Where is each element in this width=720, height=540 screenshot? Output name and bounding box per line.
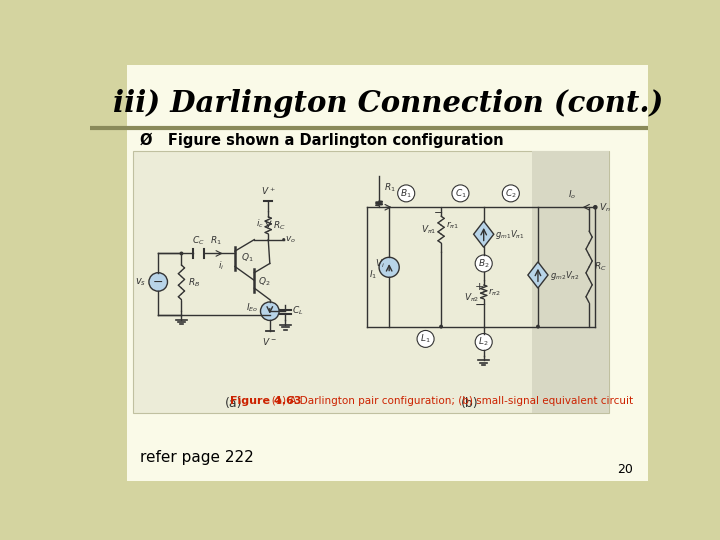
Text: $Q_2$: $Q_2$ <box>258 276 271 288</box>
Circle shape <box>452 185 469 202</box>
Text: iii) Darlington Connection (cont.): iii) Darlington Connection (cont.) <box>113 89 664 118</box>
Text: $Q_1$: $Q_1$ <box>241 251 253 264</box>
Text: $v_o$: $v_o$ <box>285 234 296 245</box>
Circle shape <box>282 238 285 241</box>
Text: $C_L$: $C_L$ <box>292 305 303 318</box>
Text: $R_1$: $R_1$ <box>384 182 395 194</box>
Text: $B_1$: $B_1$ <box>400 187 412 200</box>
Text: $I_o$: $I_o$ <box>567 188 576 201</box>
Circle shape <box>179 252 184 255</box>
Text: refer page 222: refer page 222 <box>140 450 254 465</box>
Circle shape <box>536 325 540 328</box>
Text: $V_{\pi1}$: $V_{\pi1}$ <box>421 224 436 236</box>
Circle shape <box>149 273 168 291</box>
Polygon shape <box>474 221 494 247</box>
Bar <box>90 65 127 481</box>
Text: $g_{m2}V_{\pi2}$: $g_{m2}V_{\pi2}$ <box>549 268 579 281</box>
Circle shape <box>379 257 399 278</box>
Circle shape <box>261 302 279 320</box>
Text: (a): (a) <box>225 397 242 410</box>
Circle shape <box>475 334 492 350</box>
Text: $R_1$: $R_1$ <box>210 235 222 247</box>
Text: +: + <box>475 281 485 292</box>
Text: $V_{\pi2}$: $V_{\pi2}$ <box>464 291 480 303</box>
Text: $R_C$: $R_C$ <box>594 261 606 273</box>
Text: $V^+$: $V^+$ <box>261 186 276 197</box>
Text: Ø   Figure shown a Darlington configuration: Ø Figure shown a Darlington configuratio… <box>140 133 504 148</box>
Text: $R_C$: $R_C$ <box>273 219 286 232</box>
Text: 20: 20 <box>616 463 632 476</box>
Circle shape <box>417 330 434 347</box>
Text: $g_{m1}V_{\pi1}$: $g_{m1}V_{\pi1}$ <box>495 228 525 241</box>
Text: −: − <box>434 208 444 218</box>
Text: $V^-$: $V^-$ <box>263 336 277 347</box>
Text: $r_{\pi2}$: $r_{\pi2}$ <box>488 286 501 298</box>
Bar <box>532 151 609 413</box>
Text: (b): (b) <box>461 397 479 410</box>
Text: $B_2$: $B_2$ <box>478 257 490 269</box>
Bar <box>132 151 609 413</box>
Text: $I_{Eo}$: $I_{Eo}$ <box>246 301 258 314</box>
Text: (a) A Darlington pair configuration; (b) small-signal equivalent circuit: (a) A Darlington pair configuration; (b)… <box>262 396 633 406</box>
Text: $I_1$: $I_1$ <box>369 269 377 281</box>
Text: $L_1$: $L_1$ <box>420 333 431 345</box>
Text: $v_s$: $v_s$ <box>135 276 145 288</box>
Text: Figure 4.63: Figure 4.63 <box>230 396 301 406</box>
Circle shape <box>503 185 519 202</box>
Text: $V_n$: $V_n$ <box>599 201 611 213</box>
Circle shape <box>439 325 443 328</box>
Text: $C_C$: $C_C$ <box>192 235 205 247</box>
Circle shape <box>593 205 598 210</box>
Text: $r_{\pi1}$: $r_{\pi1}$ <box>446 220 459 232</box>
Circle shape <box>397 185 415 202</box>
Text: −: − <box>474 299 485 312</box>
Circle shape <box>475 255 492 272</box>
Text: $C_1$: $C_1$ <box>454 187 467 200</box>
Polygon shape <box>528 262 548 288</box>
Text: $i_c$: $i_c$ <box>256 218 264 231</box>
Text: $L_2$: $L_2$ <box>479 336 489 348</box>
Text: $i_i$: $i_i$ <box>218 260 224 272</box>
Text: −: − <box>153 275 163 288</box>
Text: $V_i$: $V_i$ <box>375 257 385 269</box>
Text: $R_B$: $R_B$ <box>188 276 200 288</box>
Text: $C_2$: $C_2$ <box>505 187 517 200</box>
